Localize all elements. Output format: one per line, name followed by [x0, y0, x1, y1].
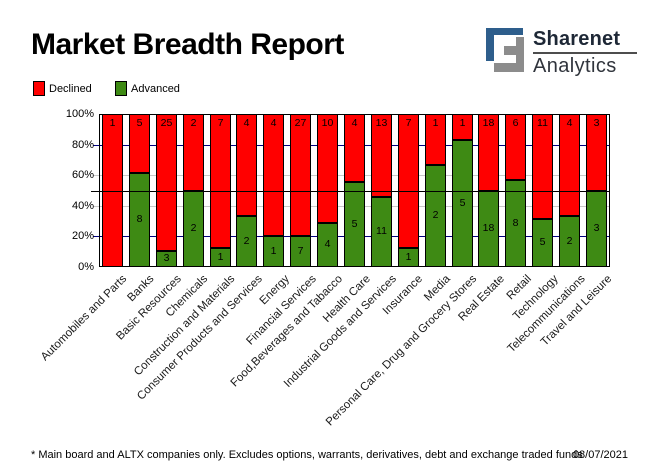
footnote: * Main board and ALTX companies only. Ex…: [31, 449, 583, 461]
bar-declined-value: 4: [243, 117, 250, 129]
bar-declined-segment: [398, 114, 419, 248]
bar-declined-value: 27: [294, 117, 307, 129]
y-tick-label: 80%: [71, 139, 94, 151]
category-label: Automobiles and Parts: [39, 273, 130, 364]
bar-advanced-value: 2: [190, 222, 197, 234]
bar-declined-value: 3: [593, 117, 600, 129]
bar-advanced-value: 7: [297, 245, 304, 257]
bar-declined-value: 4: [270, 117, 277, 129]
logo-divider: [533, 52, 637, 54]
y-axis-tick-20: [93, 236, 99, 237]
bar-declined-value: 2: [190, 117, 197, 129]
bar-declined-value: 1: [459, 117, 466, 129]
bar-declined-segment: [559, 114, 580, 216]
sharenet-logo-icon: [486, 28, 524, 72]
bar-declined-value: 11: [537, 117, 548, 129]
bar-declined-value: 7: [217, 117, 224, 129]
bar-advanced-segment: [263, 236, 284, 267]
bar-declined-segment: [478, 114, 499, 191]
logo-sub: Analytics: [533, 55, 617, 77]
bar-advanced-value: 8: [136, 213, 143, 225]
bar-advanced-segment: [156, 251, 177, 267]
bar-declined-segment: [210, 114, 231, 248]
page-title: Market Breadth Report: [31, 28, 344, 61]
bar-declined-value: 6: [512, 117, 519, 129]
y-axis-tick-80: [93, 145, 99, 146]
bar-advanced-segment: [532, 219, 553, 267]
sharenet-logo-text: Sharenet Analytics: [533, 28, 643, 77]
bar-advanced-value: 1: [217, 251, 224, 263]
bar-advanced-value: 1: [270, 245, 277, 257]
bar-advanced-value: 1: [405, 251, 412, 263]
bar-declined-segment: [425, 114, 446, 165]
bar-advanced-segment: [559, 216, 580, 267]
logo-brand: Sharenet: [533, 28, 621, 50]
bar-declined-segment: [102, 114, 123, 267]
bar-advanced-segment: [452, 140, 473, 267]
bar-declined-segment: [505, 114, 526, 180]
bar-advanced-segment: [398, 248, 419, 267]
bar-declined-segment: [371, 114, 392, 197]
legend-declined-label: Declined: [49, 83, 92, 95]
bar-declined-value: 5: [136, 117, 143, 129]
y-axis-tick-40: [93, 206, 99, 207]
y-tick-label: 0%: [78, 261, 94, 273]
bar-advanced-value: 3: [593, 222, 600, 234]
bar-advanced-segment: [210, 248, 231, 267]
bar-declined-segment: [586, 114, 607, 191]
y-axis-tick-60: [93, 175, 99, 176]
fifty-percent-line: [91, 191, 610, 192]
bar-advanced-value: 2: [432, 209, 439, 221]
bar-advanced-value: 2: [566, 235, 573, 247]
bar-advanced-value: 5: [351, 218, 358, 230]
bar-advanced-value: 2: [243, 235, 250, 247]
y-tick-label: 40%: [71, 200, 94, 212]
bar-advanced-segment: [344, 182, 365, 267]
y-tick-label: 20%: [71, 230, 94, 242]
bar-declined-segment: [236, 114, 257, 216]
bar-declined-value: 4: [566, 117, 573, 129]
legend-declined-swatch: [33, 81, 45, 96]
legend-advanced-label: Advanced: [131, 83, 180, 95]
bar-declined-value: 25: [160, 117, 173, 129]
bar-advanced-segment: [317, 223, 338, 267]
bar-advanced-value: 5: [459, 197, 466, 209]
bar-declined-value: 1: [432, 117, 439, 129]
bar-declined-value: 7: [405, 117, 412, 129]
y-tick-label: 60%: [71, 169, 94, 181]
bar-advanced-value: 5: [539, 236, 546, 248]
bar-declined-segment: [317, 114, 338, 223]
bar-declined-segment: [129, 114, 150, 173]
bar-declined-segment: [452, 114, 473, 140]
bar-declined-value: 10: [321, 117, 334, 129]
bar-advanced-value: 18: [482, 222, 495, 234]
bar-declined-segment: [344, 114, 365, 182]
legend-advanced-swatch: [115, 81, 127, 96]
bar-declined-segment: [263, 114, 284, 236]
bar-declined-value: 1: [109, 117, 116, 129]
bar-declined-value: 13: [375, 117, 388, 129]
bar-declined-segment: [156, 114, 177, 251]
bar-advanced-segment: [425, 165, 446, 267]
y-tick-label: 100%: [65, 108, 94, 120]
bar-advanced-value: 3: [163, 252, 170, 264]
report-date: 08/07/2021: [572, 449, 628, 461]
bar-advanced-value: 4: [324, 238, 331, 250]
bar-declined-segment: [290, 114, 311, 236]
bar-advanced-segment: [236, 216, 257, 267]
bar-advanced-segment: [290, 236, 311, 267]
bar-advanced-segment: [505, 180, 526, 267]
bar-advanced-segment: [129, 173, 150, 267]
bar-declined-segment: [532, 114, 553, 219]
bar-advanced-value: 11: [376, 225, 387, 237]
bar-declined-segment: [183, 114, 204, 191]
bar-declined-value: 18: [482, 117, 495, 129]
bar-advanced-segment: [371, 197, 392, 267]
bar-advanced-value: 8: [512, 217, 519, 229]
bar-declined-value: 4: [351, 117, 358, 129]
